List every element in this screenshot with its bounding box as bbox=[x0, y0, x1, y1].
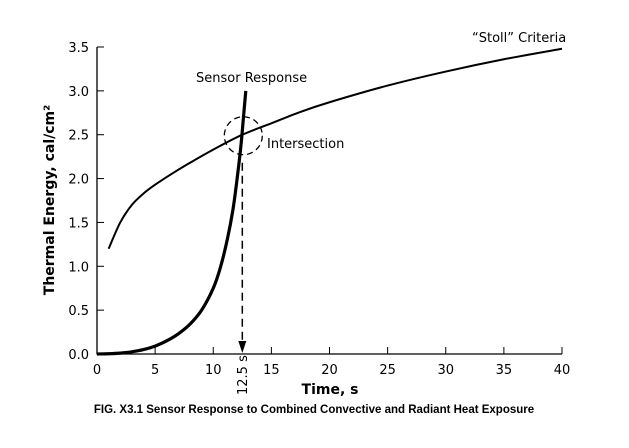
y-tick-label: 1.5 bbox=[68, 216, 89, 231]
y-tick-label: 0.0 bbox=[68, 348, 89, 363]
y-tick-label: 3.5 bbox=[68, 41, 89, 56]
x-tick-label: 40 bbox=[554, 363, 571, 378]
x-tick-label: 30 bbox=[437, 363, 454, 378]
stoll-criteria-line bbox=[107, 47, 563, 250]
x-tick-label: 0 bbox=[93, 363, 101, 378]
y-tick-label: 2.5 bbox=[68, 129, 89, 144]
time-marker-label: 12.5 s bbox=[236, 355, 251, 395]
x-tick-label: 10 bbox=[205, 363, 222, 378]
x-axis-title: Time, s bbox=[302, 382, 359, 398]
arrow-head-icon bbox=[238, 341, 247, 353]
marks bbox=[96, 47, 563, 356]
intersection-circle bbox=[223, 116, 263, 156]
sensor-response-line bbox=[96, 90, 248, 356]
x-tick-label: 15 bbox=[263, 363, 280, 378]
series-label-stoll: “Stoll” Criteria bbox=[472, 31, 566, 46]
chart-caption: FIG. X3.1 Sensor Response to Combined Co… bbox=[94, 404, 534, 416]
axes: 0 5 10 15 20 25 30 35 40 0.0 0.5 1.0 1.5 2.0 2.5 3.0 3.5 bbox=[68, 41, 570, 378]
y-tick-label: 1.0 bbox=[68, 260, 89, 275]
y-tick-label: 2.0 bbox=[68, 173, 89, 188]
intersection-label: Intersection bbox=[267, 137, 344, 152]
series-label-sensor: Sensor Response bbox=[196, 71, 307, 86]
y-axis-title: Thermal Energy, cal/cm² bbox=[42, 105, 58, 295]
x-tick-label: 25 bbox=[379, 363, 396, 378]
x-tick-label: 20 bbox=[321, 363, 338, 378]
y-tick-label: 3.0 bbox=[68, 85, 89, 100]
y-tick-label: 0.5 bbox=[68, 304, 89, 319]
x-tick-label: 35 bbox=[496, 363, 513, 378]
x-tick-label: 5 bbox=[151, 363, 159, 378]
